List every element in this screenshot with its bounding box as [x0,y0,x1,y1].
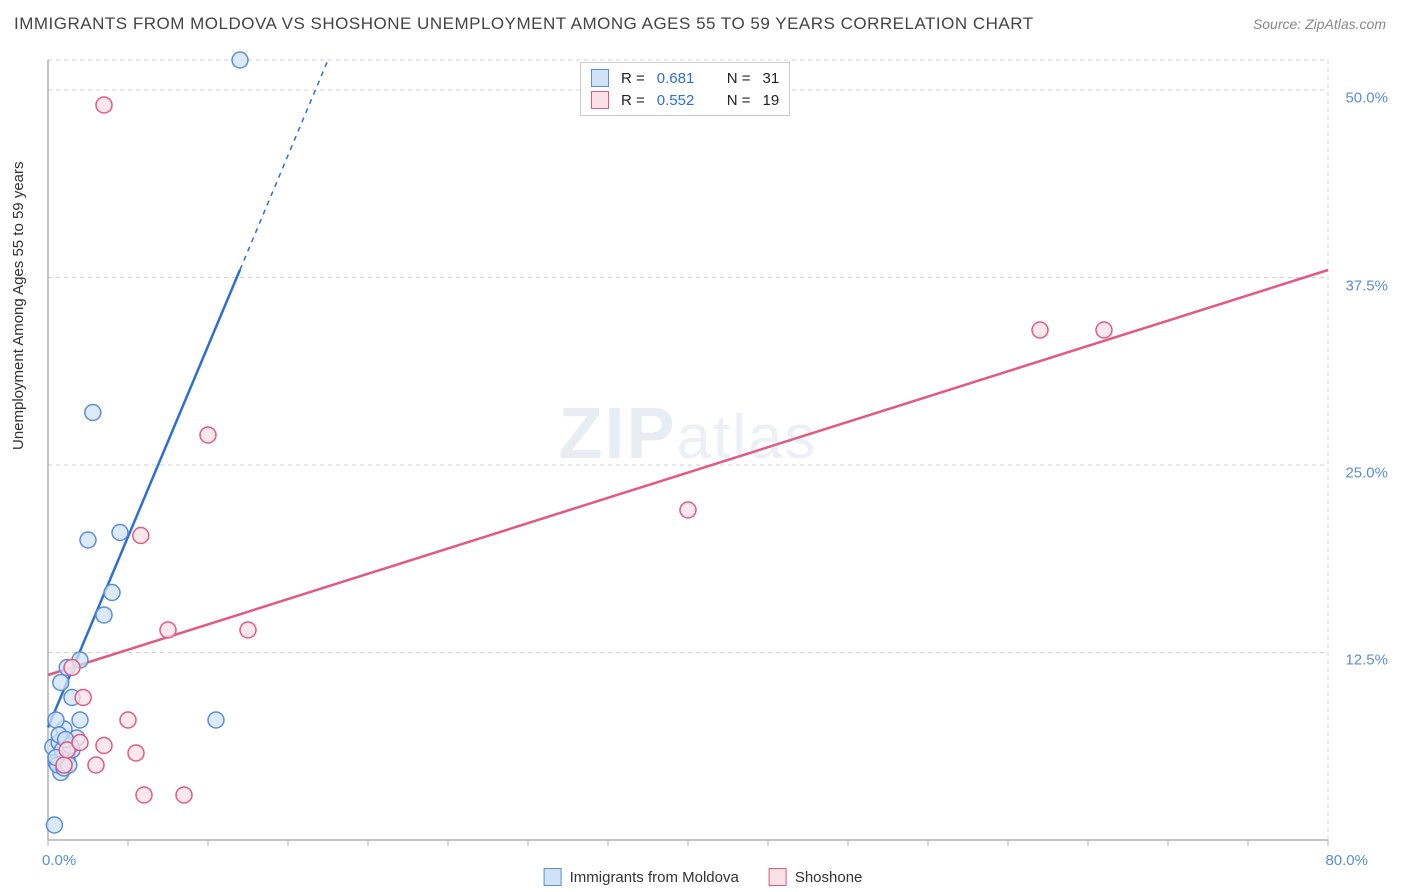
legend-label-moldova: Immigrants from Moldova [570,869,739,886]
y-tick-25: 25.0% [1345,465,1388,482]
n-value-shoshone: 19 [763,92,780,109]
y-tick-50: 50.0% [1345,90,1388,107]
legend-swatch-moldova-icon [544,868,562,886]
y-axis-label: Unemployment Among Ages 55 to 59 years [10,161,27,450]
r-label: R = [621,70,645,87]
y-tick-37: 37.5% [1345,278,1388,295]
legend-row-2: R = 0.552 N = 19 [591,89,779,111]
r-value-moldova: 0.681 [657,70,707,87]
r-value-shoshone: 0.552 [657,92,707,109]
legend-label-shoshone: Shoshone [795,869,863,886]
source-label: Source: ZipAtlas.com [1253,16,1386,32]
scatter-plot-svg [48,60,1328,840]
chart-container: IMMIGRANTS FROM MOLDOVA VS SHOSHONE UNEM… [0,0,1406,892]
x-tick-0: 0.0% [42,852,76,869]
x-tick-80: 80.0% [1325,852,1368,869]
correlation-legend: R = 0.681 N = 31 R = 0.552 N = 19 [580,62,790,116]
plot-area: ZIPatlas [48,60,1328,840]
legend-swatch-shoshone [591,91,609,109]
n-label: N = [727,70,751,87]
legend-swatch-moldova [591,69,609,87]
n-label: N = [727,92,751,109]
series-legend: Immigrants from Moldova Shoshone [544,868,863,886]
n-value-moldova: 31 [763,70,780,87]
legend-item-shoshone: Shoshone [769,868,863,886]
y-tick-12: 12.5% [1345,652,1388,669]
r-label: R = [621,92,645,109]
legend-row-1: R = 0.681 N = 31 [591,67,779,89]
legend-item-moldova: Immigrants from Moldova [544,868,739,886]
legend-swatch-shoshone-icon [769,868,787,886]
chart-title: IMMIGRANTS FROM MOLDOVA VS SHOSHONE UNEM… [14,14,1034,34]
